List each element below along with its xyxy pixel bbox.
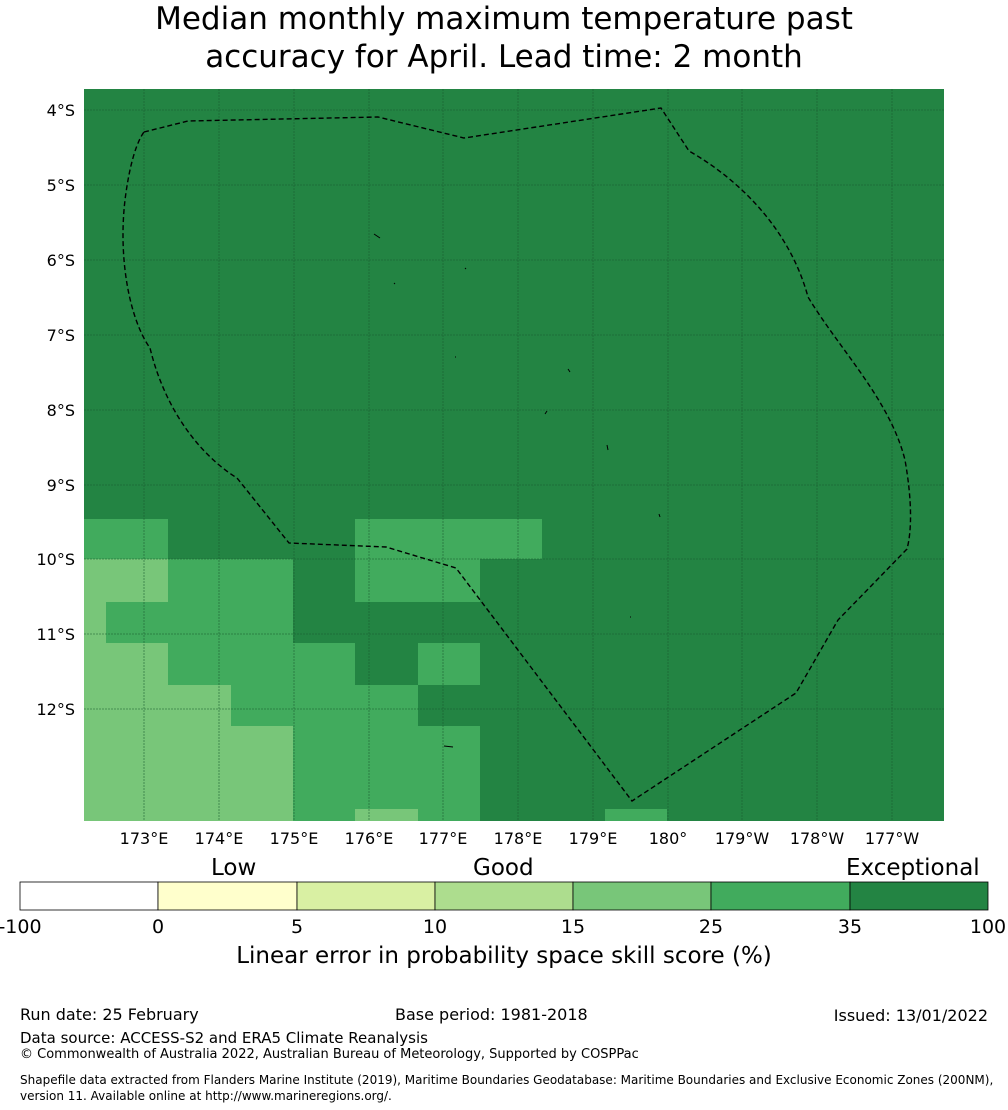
colorbar-segment [849,881,989,911]
base-period: Base period: 1981-2018 [395,1005,588,1024]
lon-label: 176°E [345,829,394,848]
map-gridlines [84,89,944,821]
lon-label: 175°E [270,829,319,848]
copyright: © Commonwealth of Australia 2022, Austra… [20,1047,639,1062]
lon-label: 179°W [715,829,770,848]
colorbar [19,881,989,911]
latitude-labels: 4°S 5°S 6°S 7°S 8°S 9°S 10°S 11°S 12°S [36,101,75,719]
colorbar-ticks: -100 0 5 10 15 25 35 100 [0,916,1006,938]
colorbar-tick: 25 [699,916,723,938]
lon-label: 174°E [195,829,244,848]
colorbar-segment [157,881,298,911]
run-date: Run date: 25 February [20,1005,199,1024]
category-low: Low [211,855,257,881]
lat-label: 6°S [47,251,75,270]
lat-label: 9°S [47,476,75,495]
lat-label: 4°S [47,101,75,120]
title-line-1: Median monthly maximum temperature past [155,1,853,37]
lat-label: 12°S [36,700,75,719]
lon-label: 179°E [569,829,618,848]
colorbar-tick: 15 [561,916,585,938]
category-exceptional: Exceptional [846,855,980,881]
skill-cells-very-good [84,519,667,821]
colorbar-segment [19,881,159,911]
colorbar-tick: 35 [838,916,862,938]
colorbar-label: Linear error in probability space skill … [236,943,772,969]
colorbar-segment [434,881,574,911]
lat-label: 7°S [47,326,75,345]
lat-label: 5°S [47,176,75,195]
data-source: Data source: ACCESS-S2 and ERA5 Climate … [20,1029,428,1047]
shapefile-credit: Shapefile data extracted from Flanders M… [20,1073,994,1103]
title-line-2: accuracy for April. Lead time: 2 month [205,39,803,75]
skill-cells-good [84,559,418,821]
lat-label: 11°S [36,625,75,644]
lat-label: 10°S [36,550,75,569]
lon-label: 177°E [419,829,468,848]
issued-date: Issued: 13/01/2022 [833,1006,988,1025]
islands [373,233,661,748]
colorbar-tick: 5 [291,916,303,938]
colorbar-tick: 0 [152,916,164,938]
lon-label: 178°W [790,829,845,848]
longitude-labels: 173°E 174°E 175°E 176°E 177°E 178°E 179°… [120,829,920,848]
colorbar-tick: 10 [423,916,447,938]
colorbar-segment [572,881,712,911]
map-title: Median monthly maximum temperature past … [0,0,1008,76]
lon-label: 178°E [494,829,543,848]
colorbar-segment [710,881,851,911]
colorbar-tick: -100 [0,916,42,938]
lon-label: 180° [649,829,688,848]
category-good: Good [473,855,534,881]
colorbar-segment [296,881,436,911]
lon-label: 177°W [865,829,920,848]
colorbar-tick: 100 [970,916,1006,938]
eez-boundary [122,107,912,802]
lon-label: 173°E [120,829,169,848]
lat-label: 8°S [47,401,75,420]
